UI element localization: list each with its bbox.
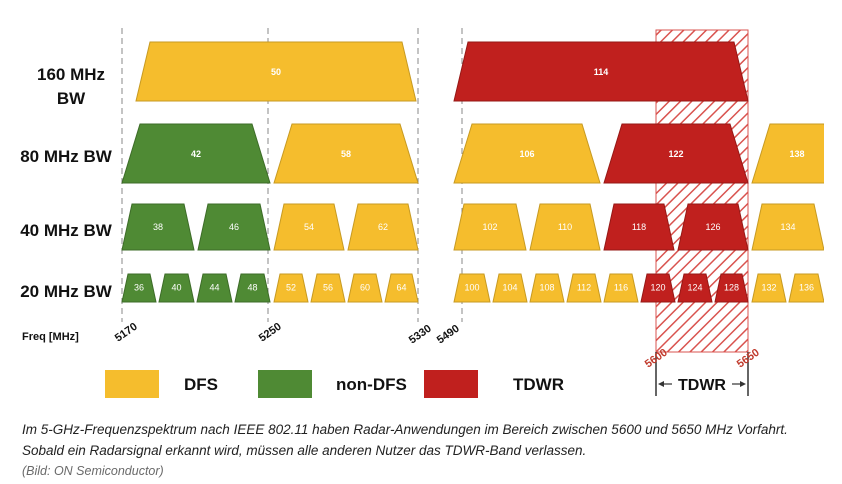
channel-110-label: 110 (558, 222, 572, 232)
channel-126-label: 126 (705, 222, 720, 232)
channel-64-block (384, 273, 419, 303)
channel-128-block (714, 273, 749, 303)
channel-40-block (158, 273, 195, 303)
legend-swatch-dfs (105, 370, 159, 398)
channel-102-label: 102 (482, 222, 497, 232)
row-label-160-bw: BW (57, 89, 86, 108)
channel-112-block (566, 273, 602, 303)
channel-132-block (751, 273, 787, 303)
channel-134-label: 134 (780, 222, 795, 232)
channel-106-label: 106 (519, 149, 534, 159)
channel-48-label: 48 (247, 283, 257, 293)
legend-label-dfs: DFS (184, 375, 218, 394)
channel-136-label: 136 (799, 283, 814, 293)
channel-58-block (273, 123, 419, 184)
channel-60-label: 60 (360, 283, 370, 293)
channel-42-label: 42 (191, 149, 201, 159)
channel-40-label: 40 (171, 283, 181, 293)
freq-tick-5170: 5170 (113, 321, 140, 345)
channel-120-block (640, 273, 676, 303)
channel-132-label: 132 (761, 283, 776, 293)
channel-106-block (453, 123, 601, 184)
channel-136-block (788, 273, 824, 303)
channel-118-label: 118 (632, 222, 646, 232)
channel-48-block (234, 273, 271, 303)
channel-52-label: 52 (286, 283, 296, 293)
legend-swatch-tdwr (424, 370, 478, 398)
channel-126-block (677, 203, 749, 251)
channel-116-label: 116 (614, 283, 628, 293)
channel-134-block (751, 203, 824, 251)
legend-swatch-nondfs (258, 370, 312, 398)
channel-62-label: 62 (378, 222, 388, 232)
channel-124-label: 124 (687, 283, 702, 293)
channel-118-block (603, 203, 675, 251)
channel-124-block (677, 273, 713, 303)
channel-36-block (121, 273, 157, 303)
frequency-axis: Freq [MHz] 5170 5250 5330 5490 (22, 321, 462, 347)
channel-122-block (603, 123, 749, 184)
channel-42-block (121, 123, 271, 184)
freq-tick-5250: 5250 (257, 321, 284, 345)
frequency-divider-lines (121, 28, 463, 322)
channel-64-label: 64 (396, 283, 406, 293)
figure-caption: Im 5-GHz-Frequenzspektrum nach IEEE 802.… (22, 422, 788, 458)
channel-54-label: 54 (304, 222, 314, 232)
channel-38-label: 38 (153, 222, 163, 232)
row-label-40: 40 MHz BW (20, 221, 113, 240)
channel-114-label: 114 (594, 67, 609, 77)
channel-58-label: 58 (341, 149, 351, 159)
channel-diagram: 160 MHz BW 80 MHz BW 40 MHz BW 20 MHz BW… (20, 28, 824, 398)
freq-tick-5490: 5490 (435, 323, 462, 347)
channel-120-label: 120 (650, 283, 665, 293)
channel-112-label: 112 (577, 283, 591, 293)
legend-label-nondfs: non-DFS (336, 375, 407, 394)
channel-46-label: 46 (229, 222, 239, 232)
row-label-160: 160 MHz (37, 65, 105, 84)
channel-108-block (529, 273, 565, 303)
channel-50-block (135, 41, 417, 102)
image-credit: (Bild: ON Semiconductor) (22, 464, 164, 478)
channel-114-block (453, 41, 749, 102)
channel-138-block (751, 123, 824, 184)
channel-100-label: 100 (464, 283, 479, 293)
channel-46-block (197, 203, 271, 251)
row-label-80: 80 MHz BW (20, 147, 113, 166)
channel-108-label: 108 (539, 283, 554, 293)
legend: DFS non-DFS TDWR (105, 370, 564, 398)
tdwr-annotation: 5600 5650 TDWR (643, 347, 762, 396)
channel-44-block (196, 273, 233, 303)
legend-label-tdwr: TDWR (513, 375, 564, 394)
channel-blocks: 50 114 42 58 106 122 138 38 46 54 62 102 110 118 126 13… (121, 41, 824, 303)
freq-tick-5330: 5330 (407, 323, 434, 347)
channel-36-label: 36 (134, 283, 144, 293)
channel-110-block (529, 203, 601, 251)
channel-54-block (273, 203, 345, 251)
channel-104-label: 104 (502, 283, 517, 293)
channel-50-label: 50 (271, 67, 281, 77)
channel-44-label: 44 (209, 283, 219, 293)
channel-100-block (453, 273, 491, 303)
row-labels: 160 MHz BW 80 MHz BW 40 MHz BW 20 MHz BW (20, 65, 113, 301)
channel-104-block (492, 273, 528, 303)
channel-56-block (310, 273, 346, 303)
channel-60-block (347, 273, 383, 303)
channel-122-label: 122 (668, 149, 683, 159)
channel-116-block (603, 273, 639, 303)
channel-128-label: 128 (724, 283, 739, 293)
channel-52-block (273, 273, 309, 303)
channel-38-block (121, 203, 195, 251)
freq-axis-label: Freq [MHz] (22, 331, 79, 343)
row-label-20: 20 MHz BW (20, 282, 113, 301)
channel-102-block (453, 203, 527, 251)
channel-62-block (347, 203, 419, 251)
tdwr-band-label: TDWR (678, 377, 726, 394)
channel-56-label: 56 (323, 283, 333, 293)
channel-138-label: 138 (789, 149, 804, 159)
